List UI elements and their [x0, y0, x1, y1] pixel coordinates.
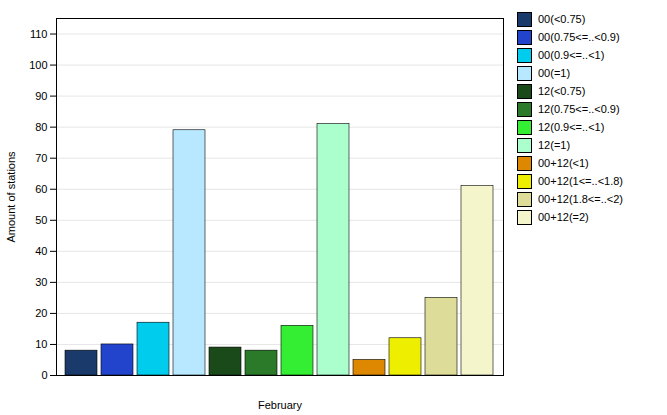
svg-text:February: February [258, 399, 303, 411]
svg-text:10: 10 [35, 338, 47, 350]
svg-text:30: 30 [35, 276, 47, 288]
html-text:00+12(1.8<=..<2): 00+12(1.8<=..<2) [538, 193, 623, 205]
svg-text:Amount of stations: Amount of stations [5, 151, 17, 243]
html-text:00+12(1<=..<1.8): 00+12(1<=..<1.8) [538, 175, 623, 187]
html-text:12(0.75<=..<0.9): 12(0.75<=..<0.9) [538, 103, 620, 115]
svg-text:70: 70 [35, 152, 47, 164]
html-text:00+12(=2): 00+12(=2) [538, 211, 589, 223]
html-text:12(0.9<=..<1): 12(0.9<=..<1) [538, 121, 605, 133]
html-text:00(0.75<=..<0.9): 00(0.75<=..<0.9) [538, 31, 620, 43]
svg-text:100: 100 [29, 59, 47, 71]
svg-text:50: 50 [35, 214, 47, 226]
svg-text:60: 60 [35, 183, 47, 195]
svg-text:0: 0 [41, 369, 47, 381]
svg-text:40: 40 [35, 245, 47, 257]
svg-text:20: 20 [35, 307, 47, 319]
html-text:00(0.9<=..<1): 00(0.9<=..<1) [538, 49, 605, 61]
html-text:12(=1): 12(=1) [538, 139, 571, 151]
html-text:00+12(<1): 00+12(<1) [538, 157, 589, 169]
html-text:00(=1): 00(=1) [538, 67, 571, 79]
svg-text:90: 90 [35, 90, 47, 102]
svg-text:110: 110 [30, 28, 48, 40]
html-text:12(<0.75): 12(<0.75) [538, 85, 586, 97]
svg-text:80: 80 [35, 121, 47, 133]
html-text:00(<0.75): 00(<0.75) [538, 13, 586, 25]
